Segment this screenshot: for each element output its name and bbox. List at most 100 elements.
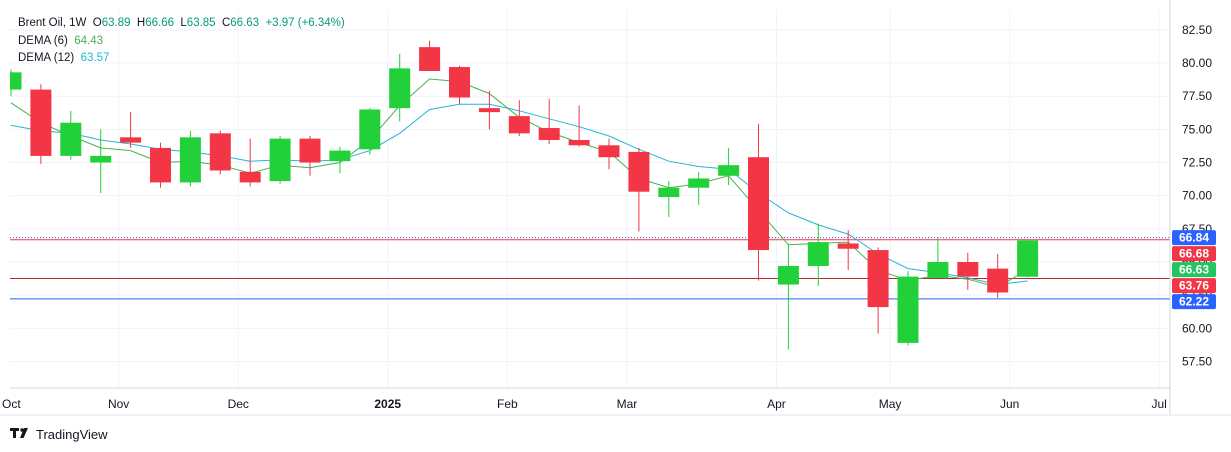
dema12-value: 63.57 bbox=[80, 52, 110, 64]
price-badge: 66.84 bbox=[1172, 230, 1216, 246]
price-badge-bg bbox=[1172, 246, 1216, 262]
price-badge-label: 63.76 bbox=[1179, 279, 1209, 293]
candle bbox=[897, 271, 919, 346]
candle bbox=[389, 53, 411, 122]
price-badge-bg bbox=[1172, 294, 1216, 310]
candles bbox=[10, 40, 1039, 350]
price-badge-bg bbox=[1172, 262, 1216, 278]
candle bbox=[30, 84, 52, 164]
y-tick-label: 57.50 bbox=[1182, 354, 1212, 368]
candle-body bbox=[209, 133, 231, 171]
candle-body bbox=[478, 108, 500, 113]
candle-body bbox=[538, 128, 560, 140]
candle bbox=[927, 236, 949, 278]
y-tick-label: 72.50 bbox=[1182, 156, 1212, 170]
candle bbox=[60, 110, 82, 160]
x-tick-label: May bbox=[879, 397, 902, 411]
candle-body bbox=[299, 138, 321, 163]
candle bbox=[628, 147, 650, 232]
candle-body bbox=[179, 137, 201, 183]
candle bbox=[688, 171, 710, 205]
price-badge: 66.68 bbox=[1172, 246, 1216, 262]
candle-body bbox=[568, 139, 590, 146]
open-label: O bbox=[92, 17, 102, 29]
candle-body bbox=[239, 171, 261, 183]
candle bbox=[359, 108, 381, 155]
x-tick-label: Feb bbox=[497, 397, 518, 411]
candle-body bbox=[90, 155, 112, 163]
candle-body bbox=[748, 157, 769, 251]
candle bbox=[419, 40, 441, 72]
symbol-label[interactable]: Brent Oil, 1W bbox=[18, 17, 87, 29]
y-tick-label: 80.00 bbox=[1182, 56, 1212, 70]
price-badge: 63.76 bbox=[1172, 278, 1216, 294]
x-tick-label: 2025 bbox=[374, 397, 401, 411]
candle-body bbox=[718, 165, 740, 176]
candle-body bbox=[389, 68, 411, 109]
candle bbox=[10, 69, 22, 97]
candle bbox=[987, 254, 1009, 298]
candle bbox=[867, 247, 889, 334]
open-value: 63.89 bbox=[101, 17, 131, 29]
close-value: 66.63 bbox=[230, 17, 260, 29]
high-label: H bbox=[136, 17, 146, 29]
candle bbox=[568, 105, 590, 147]
candle bbox=[837, 230, 859, 270]
candle bbox=[150, 142, 171, 188]
x-tick-label: Mar bbox=[617, 397, 638, 411]
candle-body bbox=[957, 262, 979, 277]
branding-label: TradingView bbox=[36, 427, 108, 442]
candle-body bbox=[120, 137, 142, 143]
candle-body bbox=[60, 122, 82, 156]
price-badges: 66.84 66.68 66.63 63.76 62.22 bbox=[1172, 230, 1216, 310]
candle-body bbox=[867, 250, 889, 308]
dema6-value: 64.43 bbox=[74, 35, 104, 47]
x-tick-label: Apr bbox=[767, 397, 786, 411]
dema12-legend[interactable]: DEMA (12) 63.57 bbox=[18, 52, 109, 64]
candle bbox=[120, 112, 142, 148]
price-badge-bg bbox=[1172, 278, 1216, 294]
low-value: 63.85 bbox=[186, 17, 216, 29]
dema6-label: DEMA (6) bbox=[18, 35, 68, 47]
y-tick-label: 70.00 bbox=[1182, 189, 1212, 203]
candle bbox=[508, 100, 530, 136]
candle-body bbox=[449, 67, 470, 98]
close-label: C bbox=[221, 17, 231, 29]
candle-body bbox=[30, 89, 52, 156]
candle-body bbox=[987, 268, 1009, 293]
candle bbox=[209, 130, 231, 175]
x-tick-label: Nov bbox=[108, 397, 129, 411]
candle bbox=[449, 65, 470, 105]
candle bbox=[807, 223, 829, 286]
price-badge-label: 66.68 bbox=[1179, 247, 1209, 261]
candle-body bbox=[419, 47, 441, 72]
tradingview-branding[interactable]: TradingView bbox=[10, 427, 108, 442]
candle-body bbox=[150, 147, 171, 183]
candle-body bbox=[10, 72, 22, 90]
y-tick-label: 60.00 bbox=[1182, 321, 1212, 335]
horizontal-lines bbox=[10, 237, 1170, 300]
candle-body bbox=[269, 138, 291, 182]
price-badge-bg bbox=[1172, 230, 1216, 246]
candle bbox=[239, 138, 261, 187]
price-badge-label: 66.84 bbox=[1179, 231, 1209, 245]
candle-body bbox=[927, 262, 949, 278]
candle-body bbox=[329, 150, 351, 162]
candle bbox=[777, 243, 799, 350]
price-badge: 66.63 bbox=[1172, 262, 1216, 278]
candle bbox=[748, 124, 769, 281]
candle bbox=[478, 90, 500, 130]
dema6-legend[interactable]: DEMA (6) 64.43 bbox=[18, 35, 103, 47]
candle-body bbox=[897, 276, 919, 343]
candle-body bbox=[1017, 240, 1039, 277]
candle bbox=[658, 181, 680, 217]
y-tick-label: 82.50 bbox=[1182, 23, 1212, 37]
price-badge-label: 66.63 bbox=[1179, 263, 1209, 277]
candle bbox=[598, 138, 620, 170]
candle bbox=[1017, 239, 1039, 278]
candle bbox=[329, 146, 351, 174]
grid-layer bbox=[10, 10, 1170, 388]
low-label: L bbox=[180, 17, 187, 29]
candle-body bbox=[777, 265, 799, 285]
